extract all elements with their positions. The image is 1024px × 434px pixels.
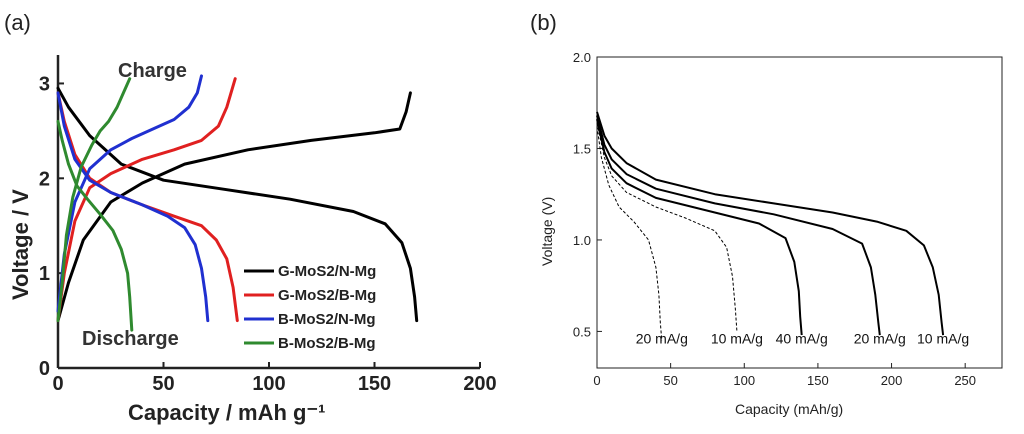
legend-label-b-mos2-b-mg: B-MoS2/B-Mg [278,335,376,352]
chart-a-legend: G-MoS2/N-Mg G-MoS2/B-Mg B-MoS2/N-Mg B-MoS2/… [244,263,376,352]
chart-b-frame [596,56,1003,369]
chart-a-series [56,74,419,332]
chart-a-ytick-label: 0 [39,358,50,380]
chart-b-ytick-label: 1.5 [573,141,591,156]
curve-label-10-ma-g-dashed: 10 mA/g [711,331,763,347]
series-10-ma-g [596,111,945,336]
legend-label-g-mos2-n-mg: G-MoS2/N-Mg [278,263,376,280]
chart-b-xtick-label: 50 [663,373,677,388]
curve-label-40-ma-g: 40 mA/g [776,331,828,347]
chart-b: 0 50 100 150 200 250 0.5 1.0 1.5 2.0 10 mA/g 20 mA… [539,50,1003,417]
curve-label-10-ma-g: 10 mA/g [917,331,969,347]
chart-a-annotation-discharge: Discharge [82,328,179,350]
chart-a-ytick-label: 1 [39,263,50,285]
legend-label-g-mos2-b-mg: G-MoS2/B-Mg [278,287,376,304]
series-10-ma-g-dashed [596,122,738,332]
chart-b-xtick-label: 150 [807,373,829,388]
chart-a-annotation-charge: Charge [118,60,187,82]
series-g-mos2-n-mg-charge [56,91,412,323]
chart-a-xtick-label: 50 [152,373,174,395]
chart-a-ylabel: Voltage / V [8,189,33,300]
curve-label-20-ma-g-dashed: 20 mA/g [636,331,688,347]
chart-b-xtick-label: 200 [881,373,903,388]
chart-b-ytick-label: 0.5 [573,324,591,339]
chart-a-ytick-label: 3 [39,73,50,95]
chart-b-ylabel: Voltage (V) [539,197,555,266]
series-b-mos2-b-mg-charge [56,77,132,323]
chart-b-ytick-label: 1.0 [573,233,591,248]
series-40-ma-g [596,118,803,336]
chart-b-series [596,111,945,341]
chart-b-xtick-label: 0 [593,373,600,388]
series-20-ma-g-dashed [596,126,663,341]
chart-a-ytick-label: 2 [39,168,50,190]
series-b-mos2-b-mg-discharge [56,119,134,332]
chart-a-xtick-label: 100 [252,373,285,395]
chart-b-curve-labels: 10 mA/g 20 mA/g 40 mA/g 10 mA/g 20 mA/g [636,331,969,347]
curve-label-20-ma-g: 20 mA/g [854,331,906,347]
panel-label-a: (a) [4,10,31,35]
chart-a-ticks: 0 50 100 150 200 0 1 2 3 [39,73,497,395]
chart-b-ticks: 0 50 100 150 200 250 0.5 1.0 1.5 2.0 [573,50,976,388]
chart-b-ytick-label: 2.0 [573,50,591,65]
series-g-mos2-b-mg-charge [56,77,237,323]
series-g-mos2-n-mg-discharge [56,86,419,323]
legend-label-b-mos2-n-mg: B-MoS2/N-Mg [278,311,376,328]
series-b-mos2-n-mg-discharge [56,91,210,323]
chart-b-xlabel: Capacity (mAh/g) [735,401,843,417]
chart-a-xlabel: Capacity / mAh g⁻¹ [128,400,325,425]
series-b-mos2-n-mg-charge [56,74,203,313]
panel-label-b: (b) [530,10,557,35]
chart-a-xtick-label: 200 [463,373,496,395]
chart-b-xtick-label: 250 [954,373,976,388]
chart-a-xtick-label: 0 [52,373,63,395]
chart-a: 0 50 100 150 200 0 1 2 3 Charge Discharge G-MoS2… [8,55,497,425]
chart-a-xtick-label: 150 [358,373,391,395]
chart-b-xtick-label: 100 [733,373,755,388]
series-20-ma-g [596,115,881,336]
